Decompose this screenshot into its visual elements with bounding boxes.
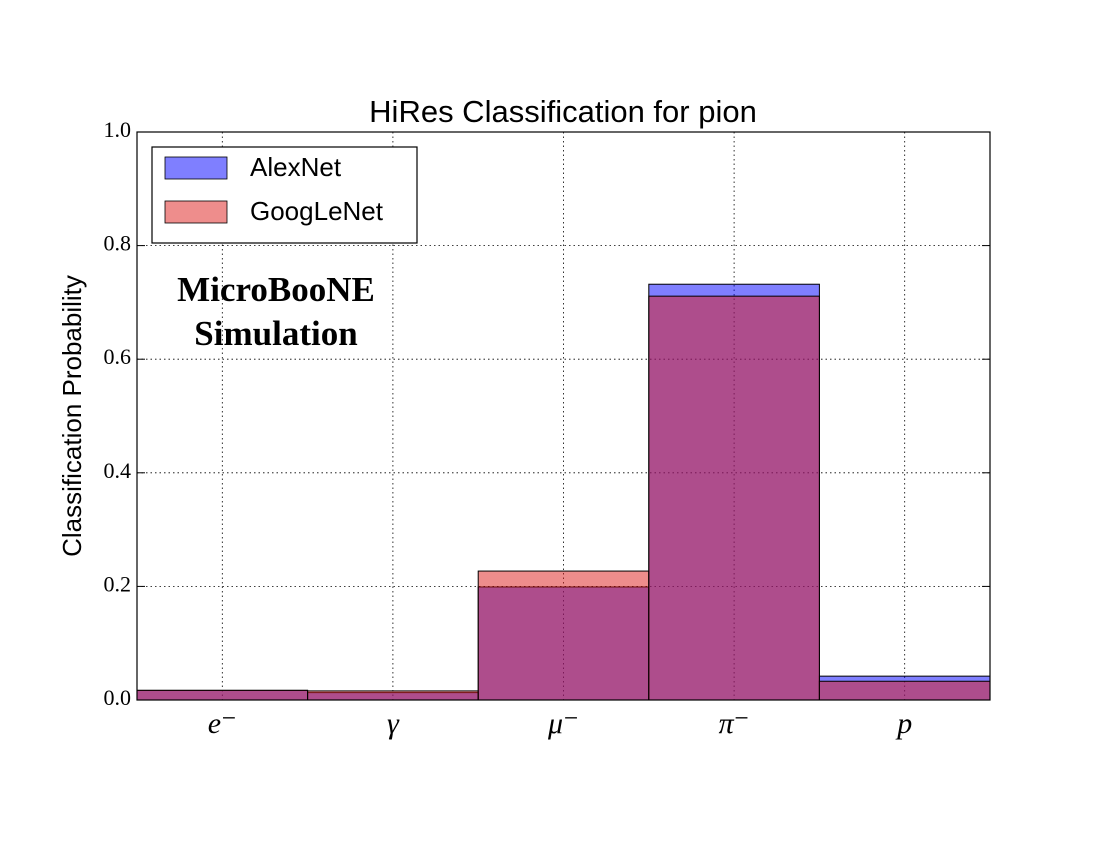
- x-tick-label: π⁻: [719, 707, 750, 740]
- plot-frame: [136, 131, 991, 701]
- y-tick-label: 0.0: [104, 685, 132, 710]
- y-axis-label: Classification Probability: [57, 275, 87, 557]
- y-tick-label: 0.2: [104, 571, 132, 596]
- x-tick-label: p: [895, 707, 912, 740]
- x-tick-label: μ⁻: [547, 707, 579, 740]
- y-tick-label: 0.6: [104, 344, 132, 369]
- bar: [477, 570, 650, 701]
- x-tick-label: γ: [387, 707, 400, 740]
- y-tick-label: 0.8: [104, 231, 132, 256]
- annotation: Simulation: [194, 314, 357, 353]
- x-tick-label: e⁻: [208, 707, 237, 740]
- annotation: MicroBooNE: [177, 270, 375, 309]
- bar: [818, 680, 991, 701]
- y-tick-label: 0.4: [104, 458, 132, 483]
- bar: [307, 690, 479, 701]
- legend-swatch: [164, 156, 228, 180]
- bar: [136, 689, 309, 701]
- legend-label: GoogLeNet: [250, 196, 384, 226]
- legend-swatch: [164, 200, 228, 224]
- bar: [648, 295, 820, 701]
- legend-label: AlexNet: [250, 152, 342, 182]
- y-tick-label: 1.0: [104, 117, 132, 142]
- chart-title: HiRes Classification for pion: [369, 94, 757, 129]
